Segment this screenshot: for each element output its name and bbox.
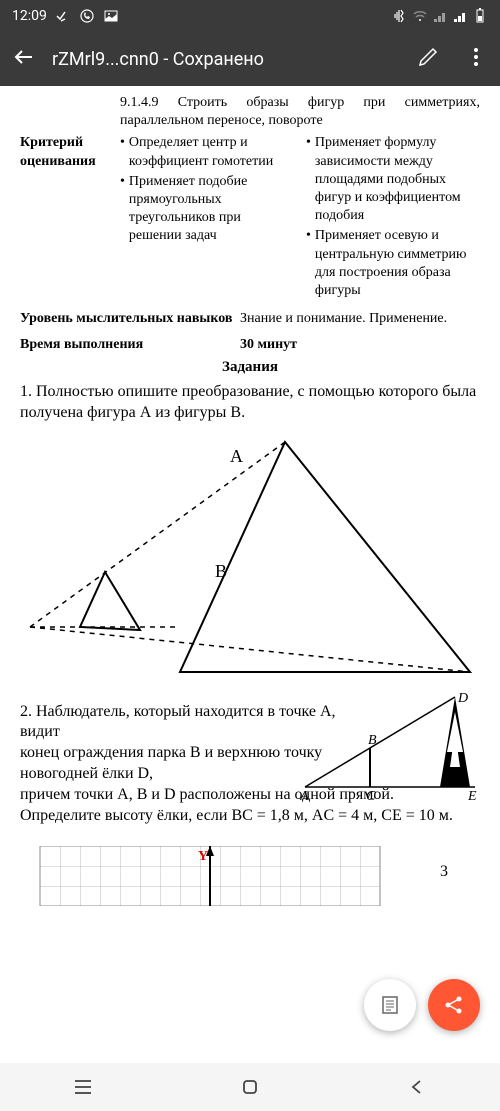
criteria-col1: Определяет центр и коэффициент гомотетии… xyxy=(120,134,294,302)
task2-text: 2. Наблюдатель, который находится в точк… xyxy=(20,702,342,827)
time-row: Время выполнения 30 минут xyxy=(20,336,480,354)
criteria-label: Критерий оценивания xyxy=(20,134,120,302)
document-content: 9.1.4.9 Строить образы фигур при симметр… xyxy=(0,86,500,914)
edit-icon[interactable] xyxy=(416,45,440,73)
task2-line: конец ограждения парка В и верхнюю точку… xyxy=(20,743,342,785)
figure2-label-d: D xyxy=(457,692,468,706)
task2-line: 2. Наблюдатель, который находится в точк… xyxy=(20,702,342,744)
level-value: Знание и понимание. Применение. xyxy=(240,310,447,328)
bullet-item: Определяет центр и коэффициент гомотетии xyxy=(120,134,294,170)
document-viewer[interactable]: 9.1.4.9 Строить образы фигур при симметр… xyxy=(0,86,500,1111)
task2-container: B D A C E 2. Наблюдатель, который находи… xyxy=(20,702,480,827)
bullet-item: Применяет подобие прямоугольных треуголь… xyxy=(120,173,294,246)
tasks-title: Задания xyxy=(20,358,480,378)
wifi-icon xyxy=(412,8,428,24)
app-header: rZMrl9...cnn0 - Сохранено xyxy=(0,32,500,86)
navigation-bar xyxy=(0,1063,500,1111)
section-header: 9.1.4.9 Строить образы фигур при симметр… xyxy=(120,94,480,130)
figure1-label-b: В xyxy=(215,561,227,581)
time-label: Время выполнения xyxy=(20,336,240,354)
task1-text: 1. Полностью опишите преобразование, с п… xyxy=(20,382,480,424)
recent-apps-button[interactable] xyxy=(71,1075,95,1099)
grid-figure: Y 3 xyxy=(20,846,480,906)
vibrate-icon xyxy=(392,8,408,24)
more-icon[interactable] xyxy=(464,45,488,73)
status-time: 12:09 xyxy=(12,8,47,24)
check-icon xyxy=(55,8,71,24)
status-bar: 12:09 xyxy=(0,0,500,32)
read-mode-button[interactable] xyxy=(364,979,416,1031)
back-button[interactable] xyxy=(405,1075,429,1099)
back-icon[interactable] xyxy=(12,45,36,73)
level-row: Уровень мыслительных навыков Знание и по… xyxy=(20,310,480,328)
share-button[interactable] xyxy=(428,979,480,1031)
figure1-label-a: А xyxy=(230,446,243,466)
home-button[interactable] xyxy=(238,1075,262,1099)
whatsapp-icon xyxy=(79,8,95,24)
header-title: rZMrl9...cnn0 - Сохранено xyxy=(52,49,400,70)
task2-line: Определите высоту ёлки, если BC = 1,8 м,… xyxy=(20,806,471,827)
signal2-icon xyxy=(452,8,468,24)
signal1-icon xyxy=(432,8,448,24)
criteria-col2: Применяет формулу зависимости между площ… xyxy=(306,134,480,302)
bullet-item: Применяет формулу зависимости между площ… xyxy=(306,134,480,225)
status-left: 12:09 xyxy=(12,8,119,24)
bullet-item: Применяет осевую и центральную симметрию… xyxy=(306,227,480,300)
figure2-label-b: B xyxy=(368,733,377,748)
page-number: 3 xyxy=(440,863,448,880)
task2-line: причем точки A, B и D расположены на одн… xyxy=(20,785,471,806)
level-label: Уровень мыслительных навыков xyxy=(20,310,240,328)
time-value: 30 минут xyxy=(240,336,297,354)
battery-icon xyxy=(472,8,488,24)
image-icon xyxy=(103,8,119,24)
fab-container xyxy=(364,979,480,1031)
status-right xyxy=(392,8,488,24)
criteria-row: Критерий оценивания Определяет центр и к… xyxy=(20,134,480,302)
figure1-diagram: А В xyxy=(20,432,480,682)
grid-label-y: Y xyxy=(198,849,208,864)
